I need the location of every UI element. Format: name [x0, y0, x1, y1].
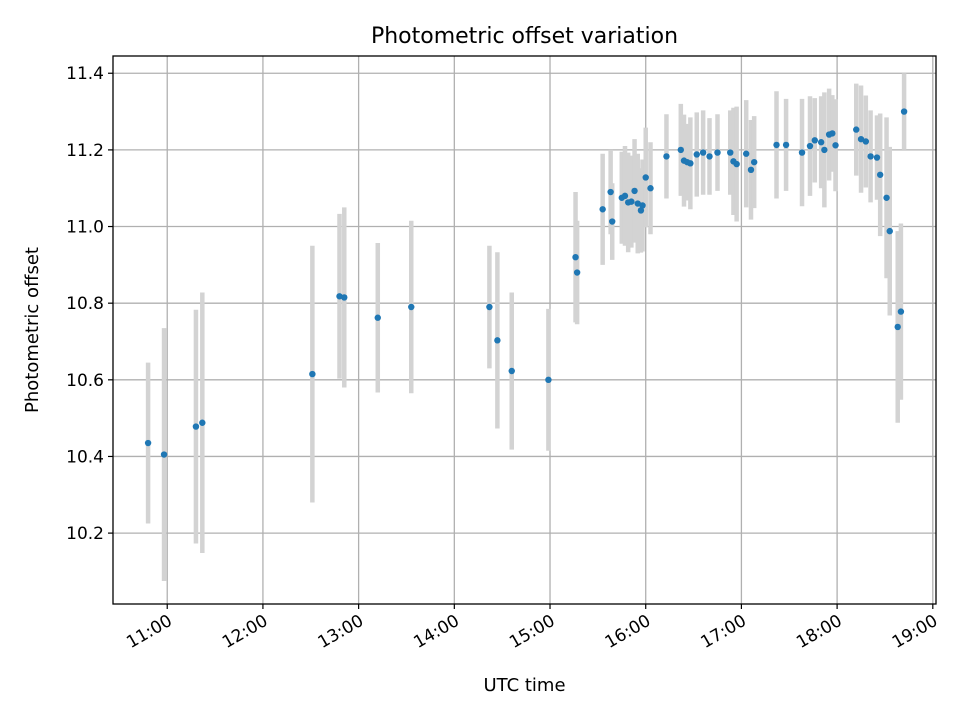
data-point	[639, 202, 646, 209]
data-point	[862, 138, 870, 145]
data-point	[634, 200, 641, 207]
data-point	[747, 166, 755, 174]
data-point	[853, 126, 860, 133]
x-tick-label: 14:00	[410, 611, 462, 653]
data-point	[886, 227, 893, 235]
data-point	[857, 135, 865, 143]
data-point	[341, 294, 348, 301]
data-point	[573, 269, 581, 276]
data-point	[628, 198, 635, 205]
data-point	[192, 423, 200, 430]
data-point	[773, 141, 780, 149]
data-point	[637, 207, 645, 214]
data-point	[894, 323, 901, 331]
data-point	[621, 192, 629, 200]
data-point	[572, 253, 579, 261]
data-point	[408, 303, 415, 311]
data-point	[486, 303, 493, 311]
data-point	[883, 194, 890, 201]
data-point	[677, 146, 685, 154]
data-point	[817, 139, 825, 146]
y-tick-label: 11.0	[66, 218, 104, 238]
y-tick-label: 11.2	[66, 141, 104, 161]
data-point	[750, 158, 758, 166]
data-point	[876, 171, 884, 178]
data-point	[663, 153, 670, 160]
y-axis-label: Photometric offset	[22, 247, 43, 413]
data-point	[699, 149, 707, 156]
data-point	[647, 185, 654, 192]
data-point	[742, 150, 750, 157]
x-tick-label: 11:00	[123, 611, 175, 653]
data-point	[798, 149, 806, 156]
data-point	[687, 160, 694, 167]
data-point	[900, 108, 908, 115]
data-point	[144, 439, 152, 447]
y-tick-label: 10.4	[66, 447, 104, 467]
data-points	[144, 108, 908, 458]
data-point	[867, 153, 874, 160]
y-tick-label: 11.4	[66, 64, 104, 84]
data-point	[599, 206, 606, 213]
data-point	[609, 218, 616, 225]
data-point	[806, 142, 814, 150]
data-point	[829, 130, 836, 137]
x-tick-label: 19:00	[889, 611, 941, 653]
data-point	[309, 370, 316, 378]
data-point	[607, 188, 614, 196]
y-tick-label: 10.2	[66, 524, 104, 544]
data-point	[693, 151, 700, 158]
data-point	[199, 419, 206, 426]
x-tick-label: 15:00	[506, 611, 558, 653]
data-point	[782, 141, 790, 149]
data-point	[897, 308, 905, 315]
y-tick-label: 10.6	[66, 371, 104, 391]
data-point	[873, 154, 881, 161]
x-axis-ticks: 11:00 12:00 13:00 14:00 15:00 16:00 17:00 18:00…	[123, 604, 941, 653]
data-point	[706, 153, 713, 160]
data-point	[642, 174, 649, 181]
data-point	[494, 337, 501, 344]
y-tick-label: 10.8	[66, 294, 104, 314]
data-point	[733, 160, 740, 168]
data-point	[631, 187, 638, 195]
data-point	[336, 293, 343, 300]
data-point	[811, 137, 818, 144]
x-tick-label: 13:00	[315, 611, 367, 653]
data-point	[821, 146, 828, 154]
x-tick-label: 12:00	[219, 611, 271, 653]
x-axis-label: UTC time	[483, 675, 565, 696]
data-point	[714, 149, 721, 156]
data-point	[545, 376, 552, 384]
data-point	[727, 149, 734, 156]
data-point	[160, 451, 168, 458]
data-point	[374, 314, 381, 321]
y-axis-ticks: 10.2 10.4 10.6 10.8 11.0 11.2 11.4	[66, 64, 113, 544]
data-point	[832, 142, 839, 149]
x-tick-label: 16:00	[602, 611, 654, 653]
chart-title: Photometric offset variation	[371, 24, 678, 49]
x-tick-label: 17:00	[697, 611, 749, 653]
data-point	[508, 367, 515, 375]
plot-frame	[112, 55, 937, 605]
x-tick-label: 18:00	[793, 611, 845, 653]
